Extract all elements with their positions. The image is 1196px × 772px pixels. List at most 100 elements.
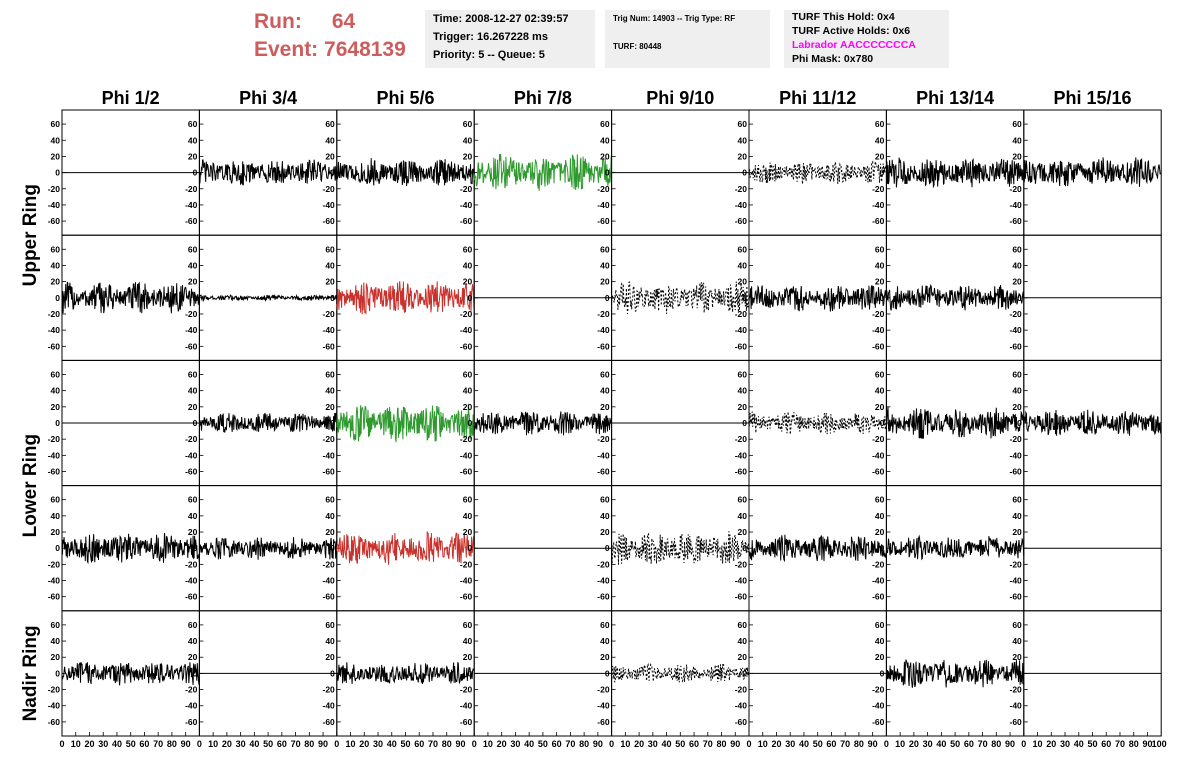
y-tick-label: 40 (325, 636, 335, 646)
y-tick-label: -40 (735, 325, 748, 335)
x-tick-label: 10 (1033, 739, 1043, 749)
x-tick-label: 50 (263, 739, 273, 749)
waveform-trace (336, 662, 475, 685)
turf-info-box: TURF This Hold: 0x4 TURF Active Holds: 0… (784, 10, 949, 68)
x-tick-label: 20 (771, 739, 781, 749)
x-tick-label: 10 (208, 739, 218, 749)
y-tick-label: 60 (1012, 244, 1022, 254)
y-tick-label: 0 (330, 418, 335, 428)
y-tick-label: 40 (875, 260, 885, 270)
y-tick-label: 60 (1012, 369, 1022, 379)
y-tick-label: -60 (872, 592, 885, 602)
y-tick-label: 20 (325, 151, 335, 161)
y-tick-label: 20 (738, 527, 748, 537)
y-tick-label: -60 (1010, 717, 1023, 727)
y-tick-label: -60 (597, 467, 610, 477)
y-tick-label: -40 (735, 450, 748, 460)
y-tick-label: -60 (460, 216, 473, 226)
y-tick-label: -20 (1010, 184, 1023, 194)
y-tick-label: -60 (735, 467, 748, 477)
y-tick-label: 0 (880, 418, 885, 428)
x-tick-label: 10 (483, 739, 493, 749)
y-tick-label: 40 (325, 135, 335, 145)
y-tick-label: 60 (600, 495, 610, 505)
waveform-trace (61, 532, 200, 565)
y-tick-label: 60 (600, 620, 610, 630)
x-tick-label: 60 (139, 739, 149, 749)
y-tick-label: -20 (460, 309, 473, 319)
y-tick-label: 60 (325, 119, 335, 129)
y-tick-label: -60 (48, 717, 61, 727)
x-tick-label: 30 (373, 739, 383, 749)
waveform-trace (748, 411, 887, 435)
y-tick-label: 60 (738, 495, 748, 505)
y-tick-label: -20 (872, 434, 885, 444)
y-tick-label: -60 (597, 717, 610, 727)
y-tick-label: 0 (55, 668, 60, 678)
y-tick-label: 0 (880, 293, 885, 303)
waveform-trace (473, 411, 613, 436)
y-tick-label: 60 (51, 244, 61, 254)
y-tick-label: 20 (1012, 402, 1022, 412)
y-tick-label: 60 (600, 244, 610, 254)
y-tick-label: -60 (48, 216, 61, 226)
y-tick-label: -40 (323, 450, 336, 460)
y-tick-label: 20 (738, 151, 748, 161)
y-tick-label: -40 (323, 701, 336, 711)
y-tick-label: -20 (1010, 434, 1023, 444)
y-tick-label: 0 (193, 418, 198, 428)
y-tick-label: -20 (597, 309, 610, 319)
x-tick-label: 50 (400, 739, 410, 749)
y-tick-label: 20 (463, 402, 473, 412)
y-tick-label: 60 (875, 119, 885, 129)
y-tick-label: 0 (605, 543, 610, 553)
waveform-trace (198, 412, 338, 434)
y-tick-label: 0 (467, 418, 472, 428)
y-tick-label: 20 (875, 151, 885, 161)
y-tick-label: 60 (1012, 620, 1022, 630)
y-tick-label: -20 (323, 309, 336, 319)
x-tick-label: 80 (717, 739, 727, 749)
y-tick-label: 20 (875, 277, 885, 287)
y-tick-label: -20 (735, 184, 748, 194)
x-tick-label: 0 (1021, 739, 1026, 749)
y-tick-label: -20 (1010, 685, 1023, 695)
y-tick-label: 40 (463, 386, 473, 396)
y-tick-label: -40 (735, 576, 748, 586)
y-tick-label: 0 (742, 543, 747, 553)
y-tick-label: -60 (597, 216, 610, 226)
y-tick-label: -20 (735, 559, 748, 569)
y-tick-label: 20 (51, 277, 61, 287)
y-tick-label: 20 (600, 402, 610, 412)
y-tick-label: 40 (1012, 260, 1022, 270)
waveform-trace (1023, 157, 1162, 187)
y-tick-label: -60 (735, 592, 748, 602)
y-tick-label: -20 (872, 184, 885, 194)
y-tick-label: -40 (48, 701, 61, 711)
y-tick-label: 20 (51, 527, 61, 537)
column-title: Phi 5/6 (376, 88, 434, 108)
y-tick-label: 20 (1012, 151, 1022, 161)
x-tick-label: 70 (703, 739, 713, 749)
y-tick-label: 40 (738, 260, 748, 270)
y-tick-label: 60 (463, 369, 473, 379)
y-tick-label: -60 (323, 467, 336, 477)
y-tick-label: 40 (1012, 386, 1022, 396)
y-tick-label: 40 (188, 135, 198, 145)
x-tick-label: 70 (153, 739, 163, 749)
y-tick-label: -60 (597, 341, 610, 351)
trig-num-text: Trig Num: 14903 -- Trig Type: RF (613, 14, 736, 23)
ring-label: Lower Ring (20, 434, 41, 537)
y-tick-label: 60 (1012, 119, 1022, 129)
y-tick-label: 60 (188, 244, 198, 254)
y-tick-label: -20 (185, 184, 198, 194)
x-tick-label: 0 (197, 739, 202, 749)
x-tick-label: 90 (1142, 739, 1152, 749)
x-tick-label: 70 (565, 739, 575, 749)
x-tick-label: 90 (318, 739, 328, 749)
y-tick-label: 60 (875, 369, 885, 379)
waveform-trace (748, 160, 887, 185)
y-tick-label: -20 (323, 685, 336, 695)
y-tick-label: 40 (738, 386, 748, 396)
y-tick-label: 0 (605, 168, 610, 178)
